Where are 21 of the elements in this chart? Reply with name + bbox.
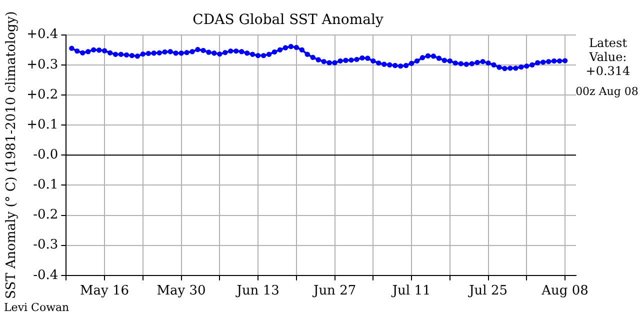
y-tick-label: +0.4 bbox=[26, 27, 58, 42]
annotation: 00z Aug 08 bbox=[574, 85, 640, 99]
y-tick-label: -0.4 bbox=[33, 268, 58, 283]
y-tick-label: -0.1 bbox=[33, 178, 58, 193]
x-tick-label: Aug 08 bbox=[540, 284, 588, 299]
x-tick-label: Jun 13 bbox=[234, 284, 280, 299]
x-tick-label: Jul 11 bbox=[390, 284, 431, 299]
y-axis-title: SST Anomaly (° C) (1981-2010 climatology) bbox=[4, 11, 20, 299]
y-tick-label: -0.2 bbox=[33, 208, 58, 223]
x-tick-label: May 30 bbox=[156, 284, 206, 299]
x-tick-label: Jul 25 bbox=[467, 284, 508, 299]
y-tick-label: -0.0 bbox=[33, 147, 58, 162]
y-tick-label: +0.3 bbox=[26, 57, 58, 72]
text: Latest Value: +0.314 bbox=[584, 36, 632, 78]
x-tick-label: May 16 bbox=[80, 284, 130, 299]
x-tick-label: Jun 27 bbox=[311, 284, 356, 299]
y-tick-label: +0.2 bbox=[26, 87, 58, 102]
chart-title: CDAS Global SST Anomaly bbox=[192, 12, 384, 28]
y-tick-label: -0.3 bbox=[33, 238, 58, 253]
text: Levi Cowan bbox=[4, 301, 70, 315]
y-tick-label: +0.1 bbox=[26, 117, 58, 132]
